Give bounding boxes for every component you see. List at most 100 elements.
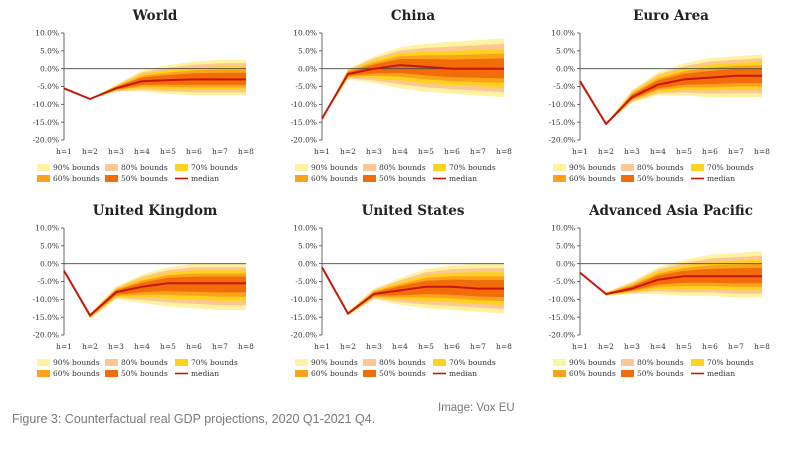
legend-label: 70% bounds — [449, 163, 496, 172]
legend-label: 80% bounds — [121, 163, 168, 172]
x-tick-label: h=8 — [238, 342, 254, 351]
median-line — [63, 78, 246, 100]
legend-swatch — [175, 164, 188, 171]
x-tick-label: h=6 — [702, 147, 718, 156]
x-tick-label: h=3 — [366, 342, 382, 351]
y-tick-label: 10.0% — [551, 29, 575, 38]
median-line — [321, 266, 504, 315]
y-tick-label: -15.0% — [549, 118, 575, 127]
y-tick-label: 10.0% — [35, 224, 59, 233]
x-tick-label: h=8 — [496, 342, 512, 351]
legend-swatch — [621, 164, 634, 171]
legend-label: 70% bounds — [449, 358, 496, 367]
median-line — [321, 64, 504, 120]
legend-swatch — [37, 164, 50, 171]
x-tick-label: h=3 — [624, 147, 640, 156]
fan-band — [322, 58, 504, 119]
y-tick-label: 0.0% — [556, 259, 575, 268]
x-tick-label: h=7 — [728, 147, 744, 156]
y-tick-label: -15.0% — [291, 118, 317, 127]
y-tick-label: -10.0% — [33, 100, 59, 109]
y-tick-label: -5.0% — [295, 277, 317, 286]
x-tick-label: h=2 — [598, 147, 614, 156]
x-tick-label: h=4 — [392, 342, 408, 351]
x-tick-label: h=3 — [108, 342, 124, 351]
x-tick-label: h=5 — [160, 342, 176, 351]
legend-swatch — [553, 370, 566, 377]
y-tick-label: -10.0% — [33, 295, 59, 304]
legend-label: 50% bounds — [637, 369, 684, 378]
chart-panel: World 10.0% 5.0% 0.0% -5.0% -10.0% -15.0% -20.0… — [0, 0, 258, 200]
legend-label: 50% bounds — [121, 369, 168, 378]
legend-swatch — [37, 175, 50, 182]
x-tick-label: h=7 — [470, 147, 486, 156]
legend-label: 50% bounds — [637, 174, 684, 183]
legend-swatch — [363, 359, 376, 366]
y-tick-label: 10.0% — [293, 29, 317, 38]
y-tick-label: -15.0% — [549, 313, 575, 322]
y-tick-label: -5.0% — [37, 277, 59, 286]
legend-swatch — [621, 370, 634, 377]
legend-swatch — [105, 359, 118, 366]
x-tick-label: h=2 — [340, 342, 356, 351]
x-tick-label: h=7 — [470, 342, 486, 351]
legend-swatch — [295, 175, 308, 182]
chart-panel: China 10.0% 5.0% 0.0% -5.0% -10.0% -15.0% -20.0… — [258, 0, 516, 200]
chart-title: United States — [362, 203, 465, 219]
y-tick-label: -5.0% — [37, 82, 59, 91]
x-tick-label: h=7 — [212, 342, 228, 351]
y-tick-label: 5.0% — [40, 46, 59, 55]
chart-svg: China 10.0% 5.0% 0.0% -5.0% -10.0% -15.0% -20.0… — [291, 8, 513, 183]
y-tick-label: 10.0% — [35, 29, 59, 38]
x-tick-label: h=7 — [728, 342, 744, 351]
legend-swatch — [105, 164, 118, 171]
legend-label: 90% bounds — [53, 163, 100, 172]
x-tick-label: h=5 — [418, 342, 434, 351]
legend-label: 50% bounds — [379, 174, 426, 183]
y-tick-label: -10.0% — [291, 100, 317, 109]
x-tick-label: h=2 — [82, 342, 98, 351]
y-tick-label: 5.0% — [40, 241, 59, 250]
y-tick-label: 5.0% — [298, 241, 317, 250]
legend-label: 90% bounds — [569, 358, 616, 367]
legend-swatch — [553, 175, 566, 182]
y-tick-label: -20.0% — [291, 136, 317, 145]
figure-caption: Figure 3: Counterfactual real GDP projec… — [12, 412, 376, 426]
legend-label: median — [191, 174, 219, 183]
y-tick-label: -10.0% — [291, 295, 317, 304]
y-tick-label: 0.0% — [556, 64, 575, 73]
legend-swatch — [105, 370, 118, 377]
legend-swatch — [295, 370, 308, 377]
y-tick-label: 0.0% — [298, 64, 317, 73]
legend-label: 60% bounds — [569, 174, 616, 183]
legend-label: 80% bounds — [637, 163, 684, 172]
legend-swatch — [621, 359, 634, 366]
legend-swatch — [175, 359, 188, 366]
chart-title: Advanced Asia Pacific — [588, 203, 753, 219]
x-tick-label: h=4 — [650, 147, 666, 156]
legend-swatch — [295, 359, 308, 366]
legend-label: 60% bounds — [311, 369, 358, 378]
chart-svg: World 10.0% 5.0% 0.0% -5.0% -10.0% -15.0% -20.0… — [33, 8, 255, 183]
y-tick-label: 0.0% — [40, 64, 59, 73]
legend-label: 90% bounds — [53, 358, 100, 367]
chart-title: World — [132, 8, 178, 24]
y-tick-label: -5.0% — [553, 277, 575, 286]
chart-svg: United States 10.0% 5.0% 0.0% -5.0% -10.0% -15… — [291, 203, 513, 378]
legend-label: 70% bounds — [191, 358, 238, 367]
x-tick-label: h=1 — [56, 147, 72, 156]
legend-label: 70% bounds — [707, 358, 754, 367]
x-tick-label: h=5 — [676, 342, 692, 351]
y-tick-label: 5.0% — [556, 46, 575, 55]
x-tick-label: h=6 — [702, 342, 718, 351]
x-tick-label: h=4 — [392, 147, 408, 156]
chart-title: China — [391, 8, 436, 24]
x-tick-label: h=1 — [314, 147, 330, 156]
legend-label: 60% bounds — [311, 174, 358, 183]
y-tick-label: -15.0% — [33, 313, 59, 322]
legend-swatch — [105, 175, 118, 182]
legend-label: 50% bounds — [379, 369, 426, 378]
x-tick-label: h=5 — [160, 147, 176, 156]
x-tick-label: h=8 — [754, 147, 770, 156]
legend-swatch — [363, 370, 376, 377]
